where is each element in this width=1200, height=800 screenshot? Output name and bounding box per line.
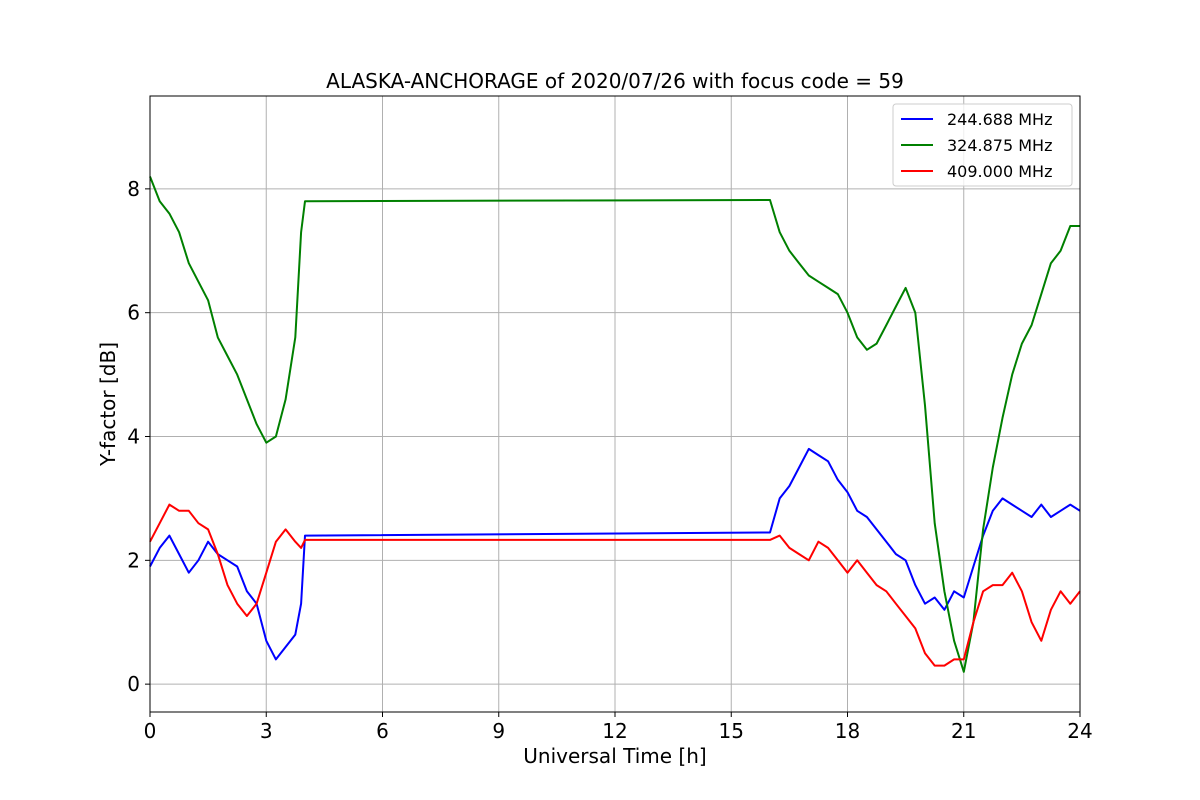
legend-box xyxy=(892,103,1073,187)
y-tick-label: 6 xyxy=(127,301,140,325)
legend-label: 244.688 MHz xyxy=(947,110,1052,129)
y-tick-label: 8 xyxy=(127,177,140,201)
x-tick-label: 21 xyxy=(951,719,976,743)
series-line xyxy=(149,503,1081,667)
y-tick-label: 4 xyxy=(127,425,140,449)
x-tick-label: 9 xyxy=(492,719,505,743)
chart-title: ALASKA-ANCHORAGE of 2020/07/26 with focu… xyxy=(326,69,904,93)
x-axis-label: Universal Time [h] xyxy=(523,744,706,768)
x-tick-label: 24 xyxy=(1067,719,1092,743)
legend: 244.688 MHz 324.875 MHz 409.000 MHz xyxy=(892,103,1073,187)
x-tick-label: 18 xyxy=(835,719,860,743)
series-line xyxy=(149,176,1080,673)
y-axis-label: Y-factor [dB] xyxy=(96,342,120,467)
plot-area xyxy=(149,176,1081,673)
x-tick-label: 15 xyxy=(719,719,744,743)
series-line xyxy=(149,447,1081,661)
x-tick-label: 12 xyxy=(602,719,627,743)
legend-label: 409.000 MHz xyxy=(947,162,1052,181)
y-tick-label: 0 xyxy=(127,672,140,696)
x-tick-label: 3 xyxy=(260,719,273,743)
y-tick-label: 2 xyxy=(127,548,140,572)
legend-label: 324.875 MHz xyxy=(947,136,1052,155)
x-tick-label: 6 xyxy=(376,719,389,743)
x-tick-label: 0 xyxy=(144,719,157,743)
